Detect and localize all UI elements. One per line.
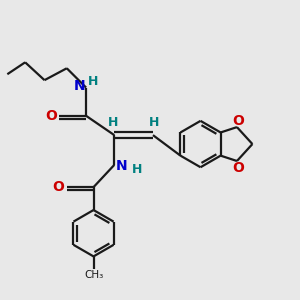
Text: O: O (52, 180, 64, 194)
Text: CH₃: CH₃ (84, 270, 103, 280)
Text: N: N (116, 159, 128, 173)
Text: H: H (131, 163, 142, 176)
Text: H: H (108, 116, 118, 129)
Text: O: O (232, 160, 244, 175)
Text: H: H (88, 75, 99, 88)
Text: N: N (74, 79, 85, 93)
Text: O: O (45, 109, 57, 123)
Text: O: O (232, 114, 244, 128)
Text: H: H (149, 116, 160, 129)
